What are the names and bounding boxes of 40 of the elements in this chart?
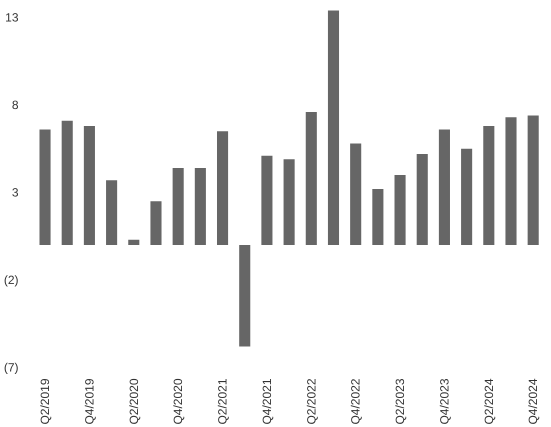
bar bbox=[328, 10, 340, 245]
bar bbox=[416, 154, 428, 245]
x-tick-label: Q4/2023 bbox=[437, 378, 452, 425]
y-tick-label: 3 bbox=[12, 186, 19, 200]
bar bbox=[239, 245, 250, 346]
x-tick-label: Q4/2022 bbox=[348, 378, 363, 425]
x-tick-label: Q4/2019 bbox=[82, 378, 96, 425]
bar bbox=[394, 175, 406, 245]
x-tick-label: Q2/2019 bbox=[38, 378, 52, 425]
x-tick-label: Q2/2021 bbox=[216, 378, 230, 425]
y-tick-label: (7) bbox=[4, 360, 19, 374]
bar bbox=[106, 180, 118, 245]
bar bbox=[372, 189, 384, 245]
y-tick-label: 8 bbox=[12, 98, 19, 112]
bar bbox=[438, 130, 450, 245]
x-tick-label: Q2/2023 bbox=[393, 378, 408, 425]
bar bbox=[350, 144, 362, 245]
bar bbox=[528, 116, 539, 245]
bar bbox=[306, 112, 317, 245]
x-tick-label: Q4/2024 bbox=[526, 378, 540, 425]
y-tick-label: 13 bbox=[5, 10, 19, 24]
bar bbox=[505, 117, 517, 245]
bar bbox=[84, 126, 95, 245]
x-tick-label: Q2/2024 bbox=[482, 378, 496, 425]
bar bbox=[483, 126, 494, 245]
bar bbox=[39, 130, 51, 245]
x-tick-label: Q4/2020 bbox=[171, 378, 186, 425]
bar bbox=[194, 168, 206, 245]
bar bbox=[172, 168, 184, 245]
x-tick-label: Q4/2021 bbox=[260, 378, 274, 425]
bar bbox=[284, 159, 295, 245]
x-tick-label: Q2/2022 bbox=[304, 378, 318, 425]
bar bbox=[62, 120, 73, 245]
x-tick-label: Q2/2020 bbox=[126, 378, 141, 425]
bar bbox=[150, 201, 162, 245]
bar bbox=[461, 148, 472, 245]
bar bbox=[216, 131, 228, 245]
bar bbox=[261, 156, 272, 245]
bar bbox=[128, 240, 140, 245]
y-tick-label: (2) bbox=[4, 273, 19, 287]
